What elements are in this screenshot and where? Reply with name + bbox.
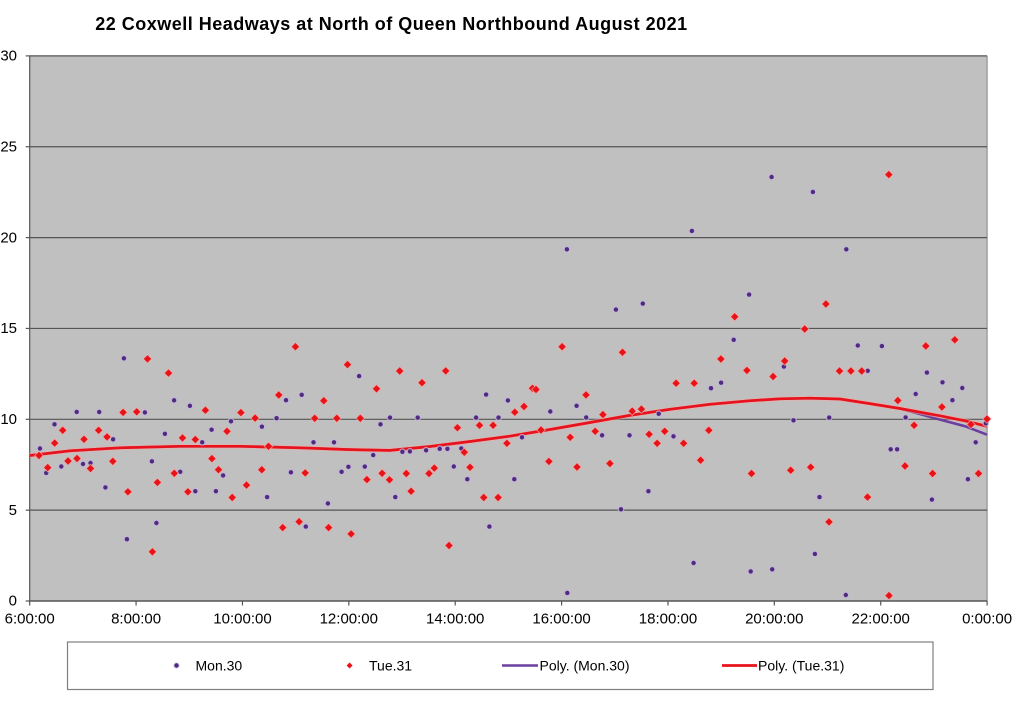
svg-text:18:00:00: 18:00:00 [639, 611, 697, 628]
svg-text:8:00:00: 8:00:00 [111, 611, 161, 628]
svg-text:20:00:00: 20:00:00 [745, 611, 803, 628]
svg-text:22:00:00: 22:00:00 [852, 611, 910, 628]
svg-text:10:00:00: 10:00:00 [213, 611, 271, 628]
svg-text:Poly. (Tue.31): Poly. (Tue.31) [758, 658, 844, 674]
svg-text:15: 15 [0, 320, 17, 337]
svg-text:14:00:00: 14:00:00 [426, 611, 484, 628]
svg-text:25: 25 [0, 139, 17, 156]
svg-text:10: 10 [0, 411, 17, 428]
svg-text:5: 5 [9, 502, 17, 519]
svg-text:12:00:00: 12:00:00 [320, 611, 378, 628]
svg-text:16:00:00: 16:00:00 [532, 611, 590, 628]
svg-text:Tue.31: Tue.31 [369, 658, 412, 674]
svg-text:6:00:00: 6:00:00 [5, 611, 55, 628]
svg-text:22 Coxwell Headways at North o: 22 Coxwell Headways at North of Queen No… [95, 14, 687, 34]
svg-text:20: 20 [0, 229, 17, 246]
svg-text:0: 0 [9, 593, 17, 610]
svg-text:Mon.30: Mon.30 [196, 658, 243, 674]
svg-text:30: 30 [0, 48, 17, 65]
svg-text:0:00:00: 0:00:00 [962, 611, 1012, 628]
svg-text:Poly. (Mon.30): Poly. (Mon.30) [540, 658, 630, 674]
